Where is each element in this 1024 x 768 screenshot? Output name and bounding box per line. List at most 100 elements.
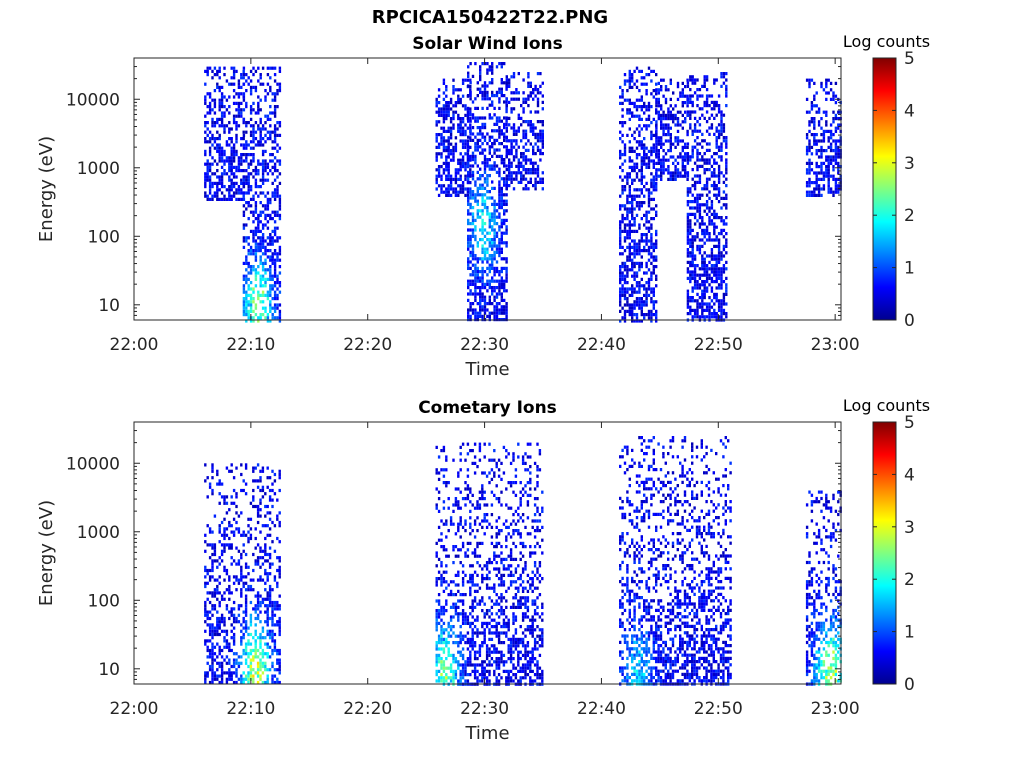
spectrogram-cell bbox=[725, 238, 728, 242]
spectrogram-cell bbox=[633, 188, 636, 192]
spectrogram-cell bbox=[515, 155, 518, 159]
spectrogram-cell bbox=[264, 559, 267, 563]
spectrogram-cell bbox=[266, 213, 270, 217]
spectrogram-cell bbox=[218, 101, 221, 105]
spectrogram-cell bbox=[693, 308, 697, 312]
spectrogram-cell bbox=[505, 126, 508, 130]
spectrogram-cell bbox=[638, 300, 641, 304]
spectrogram-cell bbox=[211, 476, 214, 480]
spectrogram-cell bbox=[266, 165, 270, 169]
spectrogram-cell bbox=[247, 530, 250, 534]
spectrogram-cell bbox=[254, 652, 257, 656]
spectrogram-cell bbox=[276, 258, 279, 262]
spectrogram-cell bbox=[204, 137, 207, 141]
spectrogram-cell bbox=[445, 129, 448, 133]
spectrogram-cell bbox=[269, 290, 272, 294]
spectrogram-cell bbox=[266, 524, 269, 528]
spectrogram-cell bbox=[266, 242, 270, 246]
spectrogram-cell bbox=[471, 212, 475, 216]
spectrogram-cell bbox=[252, 655, 255, 659]
spectrogram-cell bbox=[619, 204, 622, 208]
spectrogram-cell bbox=[268, 600, 272, 605]
spectrogram-cell bbox=[232, 626, 236, 630]
spectrogram-cell bbox=[278, 303, 282, 307]
spectrogram-cell bbox=[621, 284, 624, 288]
spectrogram-cell bbox=[691, 244, 694, 248]
spectrogram-cell bbox=[725, 139, 728, 143]
spectrogram-cell bbox=[505, 244, 508, 248]
spectrogram-cell bbox=[481, 295, 484, 299]
spectrogram-cell bbox=[257, 226, 260, 230]
spectrogram-cell bbox=[225, 655, 229, 659]
spectrogram-cell bbox=[486, 106, 489, 110]
spectrogram-cell bbox=[657, 142, 660, 146]
spectrogram-cell bbox=[256, 578, 260, 582]
spectrogram-cell bbox=[722, 244, 726, 248]
spectrogram-cell bbox=[225, 501, 229, 505]
spectrogram-cell bbox=[710, 289, 714, 293]
spectrogram-cell bbox=[674, 165, 677, 169]
spectrogram-cell bbox=[684, 94, 687, 98]
spectrogram-cell bbox=[652, 197, 655, 201]
spectrogram-cell bbox=[717, 286, 721, 290]
spectrogram-cell bbox=[220, 175, 224, 179]
spectrogram-cell bbox=[623, 175, 627, 179]
spectrogram-cell bbox=[503, 81, 506, 85]
spectrogram-cell bbox=[645, 236, 648, 240]
spectrogram-cell bbox=[481, 196, 484, 200]
spectrogram-cell bbox=[660, 120, 663, 124]
spectrogram-cell bbox=[449, 133, 453, 137]
spectrogram-cell bbox=[505, 97, 508, 101]
spectrogram-cell bbox=[701, 280, 704, 284]
spectrogram-cell bbox=[481, 193, 484, 197]
spectrogram-cell bbox=[247, 162, 250, 166]
spectrogram-cell bbox=[237, 85, 241, 89]
spectrogram-cell bbox=[717, 232, 721, 236]
spectrogram-cell bbox=[240, 680, 243, 685]
spectrogram-cell bbox=[218, 600, 221, 605]
spectrogram-cell bbox=[218, 175, 221, 179]
spectrogram-cell bbox=[278, 604, 281, 608]
spectrogram-cell bbox=[237, 613, 241, 617]
spectrogram-cell bbox=[672, 174, 675, 178]
spectrogram-cell bbox=[273, 111, 277, 115]
spectrogram-cell bbox=[447, 529, 450, 533]
spectrogram-cell bbox=[693, 235, 697, 239]
spectrogram-cell bbox=[266, 290, 270, 294]
spectrogram-cell bbox=[440, 468, 443, 472]
spectrogram-cell bbox=[254, 616, 257, 621]
spectrogram-cell bbox=[211, 488, 214, 493]
spectrogram-cell bbox=[720, 254, 723, 258]
spectrogram-cell bbox=[715, 235, 718, 239]
spectrogram-cell bbox=[522, 152, 525, 156]
spectrogram-cell bbox=[713, 257, 716, 261]
spectrogram-cell bbox=[696, 97, 699, 101]
spectrogram-cell bbox=[479, 209, 482, 213]
spectrogram-cell bbox=[808, 129, 811, 133]
spectrogram-cell bbox=[435, 139, 438, 143]
spectrogram-cell bbox=[276, 191, 279, 195]
spectrogram-cell bbox=[689, 254, 692, 258]
spectrogram-cell bbox=[491, 186, 494, 190]
spectrogram-cell bbox=[479, 186, 482, 190]
spectrogram-cell bbox=[278, 565, 281, 569]
spectrogram-cell bbox=[247, 588, 250, 592]
spectrogram-cell bbox=[457, 101, 460, 105]
spectrogram-cell bbox=[268, 552, 272, 557]
x-tick-label: 22:10 bbox=[226, 335, 275, 355]
spectrogram-cell bbox=[254, 604, 257, 608]
spectrogram-cell bbox=[645, 249, 648, 253]
spectrogram-cell bbox=[703, 104, 706, 108]
spectrogram-cell bbox=[500, 199, 503, 203]
spectrogram-cell bbox=[278, 572, 281, 576]
spectrogram-cell bbox=[640, 82, 643, 86]
spectrogram-cell bbox=[491, 202, 494, 206]
spectrogram-cell bbox=[273, 632, 277, 637]
spectrogram-cell bbox=[532, 152, 535, 156]
spectrogram-cell bbox=[261, 671, 265, 675]
spectrogram-cell bbox=[208, 105, 212, 109]
spectrogram-cell bbox=[259, 501, 262, 505]
spectrogram-cell bbox=[488, 196, 491, 200]
spectrogram-cell bbox=[211, 575, 214, 579]
spectrogram-cell bbox=[696, 158, 699, 162]
